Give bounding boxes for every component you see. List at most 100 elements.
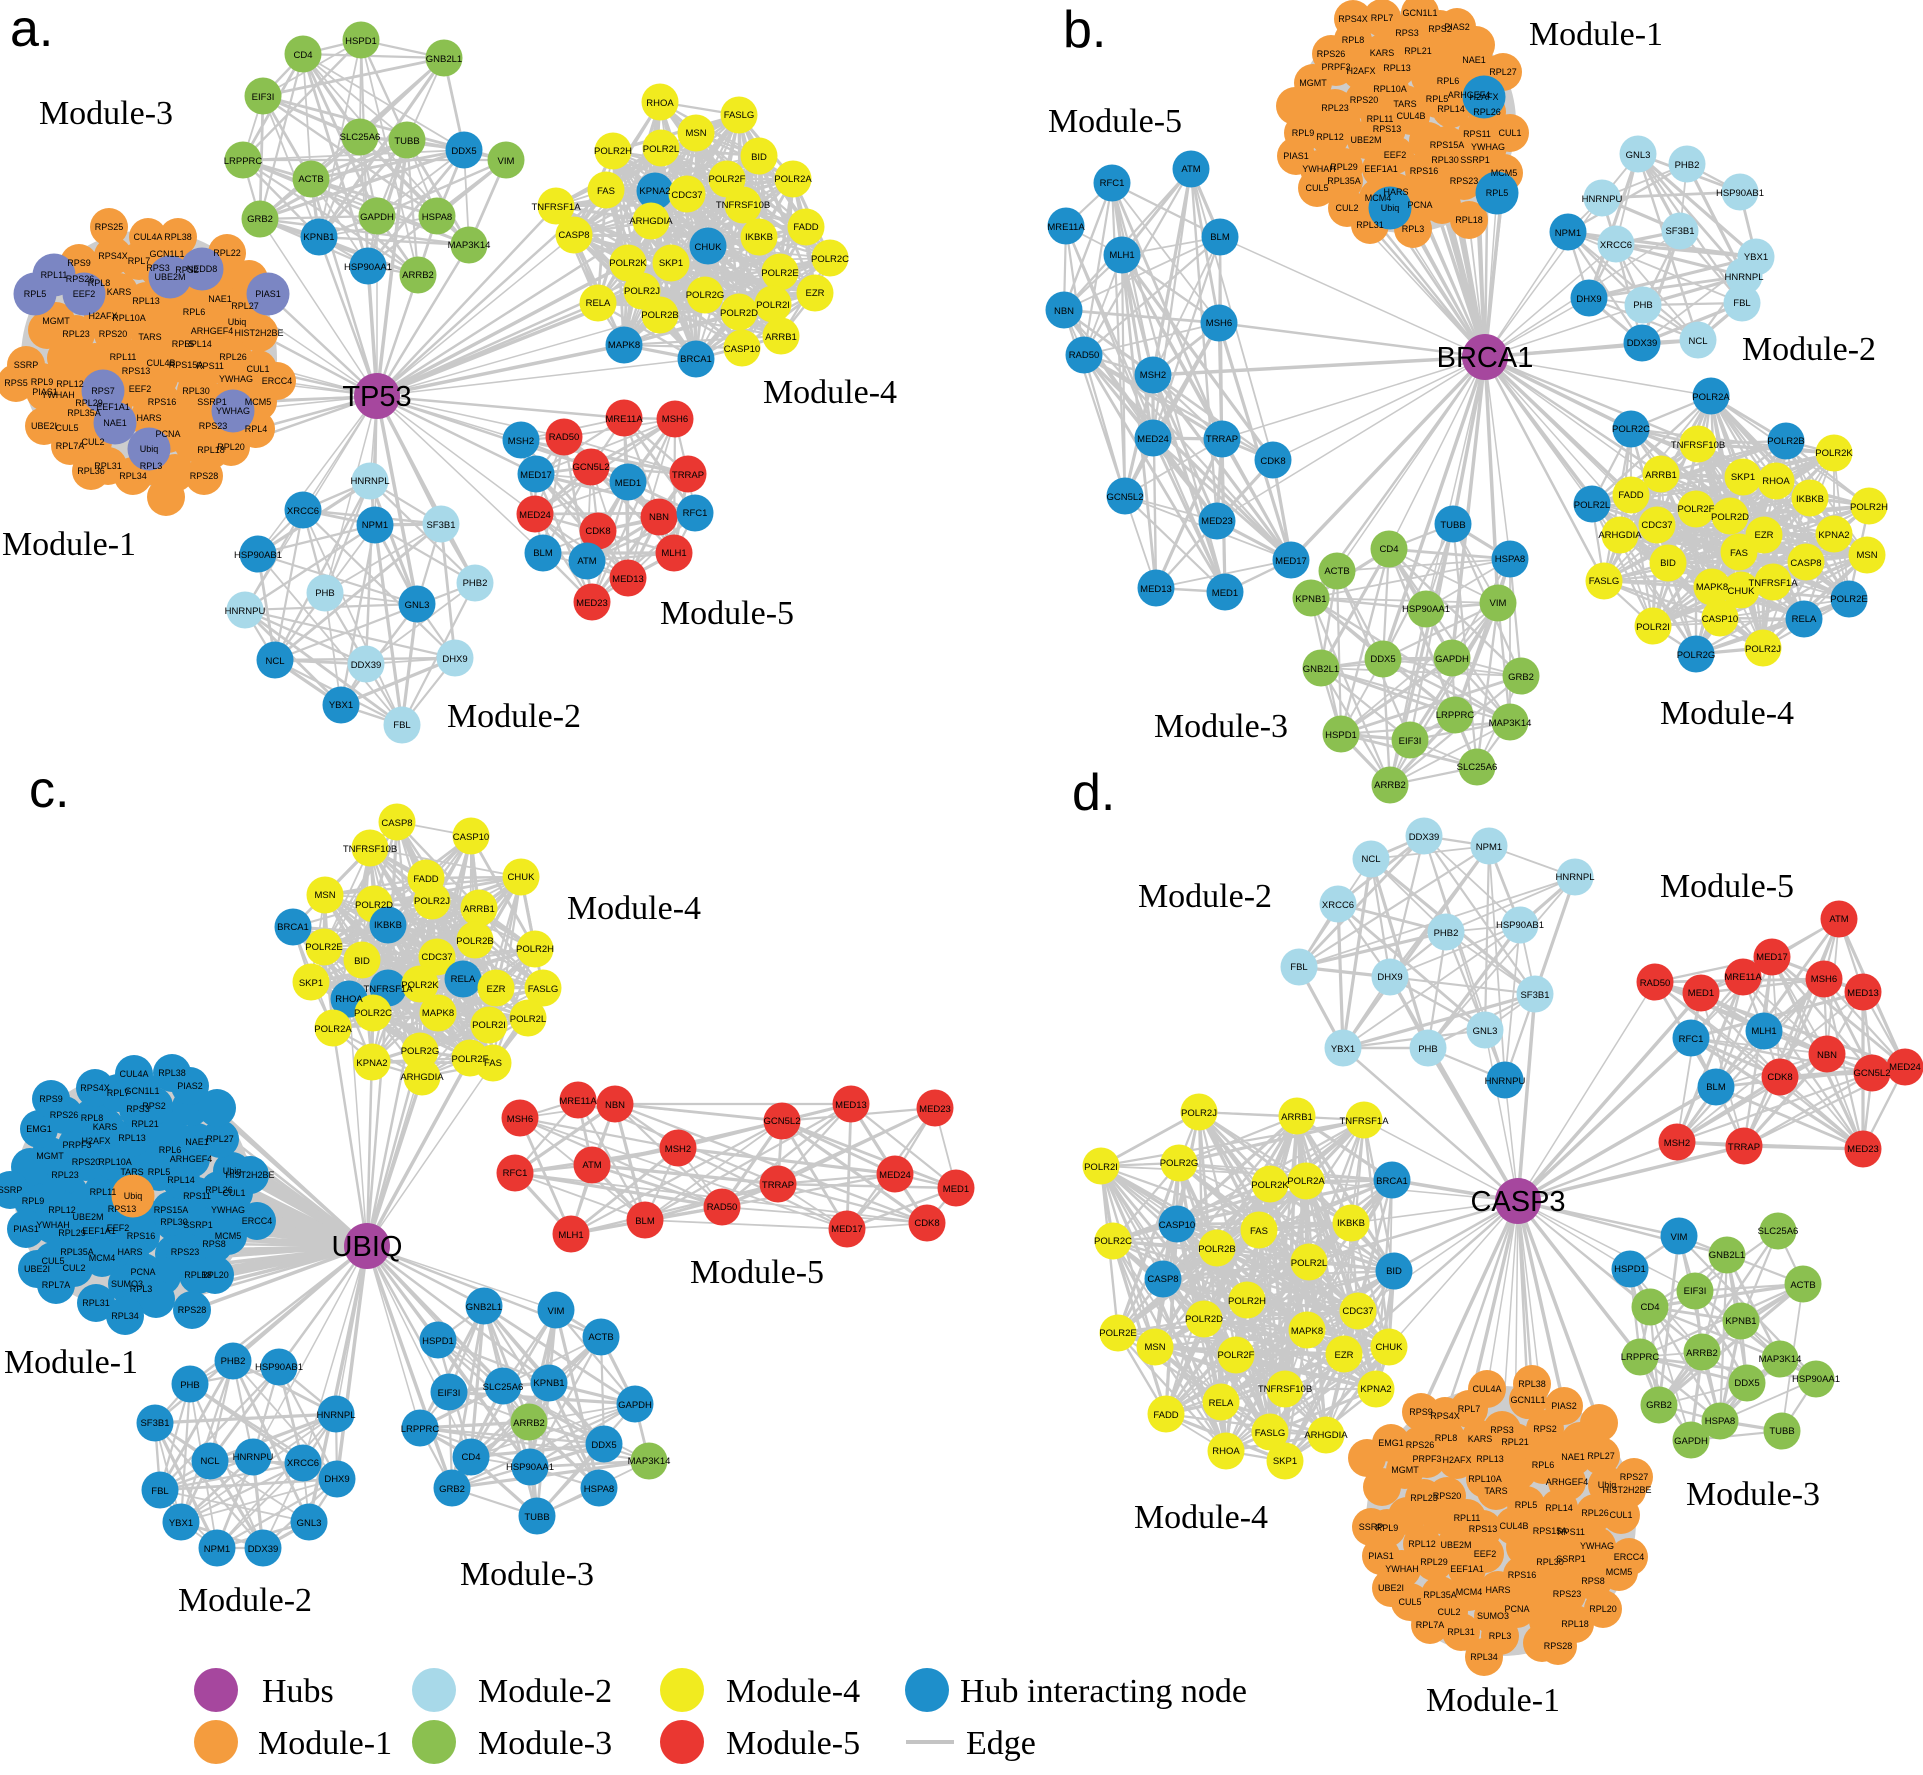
svg-text:POLR2H: POLR2H	[1850, 502, 1888, 513]
svg-text:RPL7: RPL7	[1458, 1404, 1481, 1414]
svg-text:CUL5: CUL5	[1398, 1597, 1421, 1607]
svg-text:ACTB: ACTB	[588, 1332, 613, 1343]
svg-text:RPL4: RPL4	[245, 424, 268, 434]
svg-text:GCN5L2: GCN5L2	[1107, 492, 1144, 503]
svg-text:MED24: MED24	[1137, 434, 1169, 445]
svg-text:TUBB: TUBB	[394, 136, 419, 147]
svg-text:MLH1: MLH1	[558, 1230, 583, 1241]
svg-text:GNL3: GNL3	[405, 600, 430, 611]
svg-text:RPL7A: RPL7A	[1416, 1620, 1445, 1630]
svg-text:IKBKB: IKBKB	[745, 232, 773, 243]
svg-text:RPL10A: RPL10A	[1468, 1474, 1502, 1484]
svg-text:PHB: PHB	[1418, 1044, 1438, 1055]
svg-text:SLC25A6: SLC25A6	[1457, 762, 1498, 773]
svg-text:MGMT: MGMT	[42, 316, 70, 326]
svg-text:HNRNPL: HNRNPL	[1724, 272, 1763, 283]
svg-text:PIAS1: PIAS1	[13, 1224, 39, 1234]
svg-text:RHOA: RHOA	[646, 98, 674, 109]
svg-text:SLC25A6: SLC25A6	[483, 1382, 524, 1393]
svg-text:RPL31: RPL31	[94, 461, 122, 471]
svg-text:EEF2: EEF2	[1474, 1549, 1497, 1559]
svg-text:RPL10A: RPL10A	[112, 313, 146, 323]
svg-text:RPS4X: RPS4X	[98, 251, 128, 261]
svg-text:BRCA1: BRCA1	[1437, 342, 1534, 374]
svg-text:PIAS2: PIAS2	[1551, 1401, 1577, 1411]
svg-text:NAE1: NAE1	[103, 418, 127, 428]
svg-text:EIF3I: EIF3I	[252, 92, 275, 103]
svg-text:POLR2D: POLR2D	[720, 308, 758, 319]
svg-text:CASP10: CASP10	[1159, 1220, 1195, 1231]
svg-text:POLR2K: POLR2K	[1251, 1180, 1289, 1191]
svg-text:MED13: MED13	[612, 574, 644, 585]
svg-text:TARS: TARS	[1484, 1486, 1507, 1496]
svg-text:RPS23: RPS23	[199, 421, 228, 431]
svg-text:Module-2: Module-2	[447, 698, 581, 735]
svg-text:KPNA2: KPNA2	[1818, 530, 1849, 541]
svg-text:Module-5: Module-5	[1048, 103, 1182, 140]
svg-text:YWHAH: YWHAH	[41, 390, 75, 400]
svg-text:MLH1: MLH1	[661, 548, 686, 559]
svg-text:POLR2A: POLR2A	[774, 174, 812, 185]
svg-text:POLR2J: POLR2J	[1745, 644, 1781, 655]
svg-text:POLR2L: POLR2L	[1291, 1258, 1327, 1269]
svg-text:BID: BID	[1386, 1266, 1402, 1277]
svg-text:POLR2F: POLR2F	[709, 174, 746, 185]
svg-text:NCL: NCL	[1688, 336, 1707, 347]
svg-text:EIF3I: EIF3I	[438, 1388, 461, 1399]
svg-text:RPL6: RPL6	[159, 1145, 182, 1155]
svg-text:SSRP1: SSRP1	[1556, 1554, 1586, 1564]
svg-text:RPL5: RPL5	[24, 289, 47, 299]
svg-text:YBX1: YBX1	[1744, 252, 1768, 263]
svg-text:Module-4: Module-4	[763, 374, 897, 411]
svg-text:CUL1: CUL1	[1498, 128, 1521, 138]
svg-text:SSRP: SSRP	[1359, 1522, 1384, 1532]
svg-text:POLR2L: POLR2L	[643, 144, 679, 155]
svg-text:RPL9: RPL9	[22, 1196, 45, 1206]
svg-text:CASP10: CASP10	[453, 832, 489, 843]
svg-text:RPS25: RPS25	[95, 222, 124, 232]
svg-text:RFC1: RFC1	[683, 508, 708, 519]
svg-text:UBE2I: UBE2I	[24, 1264, 50, 1274]
svg-text:POLR2B: POLR2B	[456, 936, 494, 947]
svg-text:HNRNPU: HNRNPU	[1582, 194, 1623, 205]
svg-text:RFC1: RFC1	[1100, 178, 1125, 189]
svg-text:ARRB1: ARRB1	[765, 332, 797, 343]
svg-text:ARRB2: ARRB2	[402, 270, 434, 281]
svg-text:HNRNPU: HNRNPU	[225, 606, 266, 617]
svg-text:MSH6: MSH6	[662, 414, 688, 425]
svg-text:RPL23: RPL23	[51, 1170, 79, 1180]
svg-text:MCM5: MCM5	[215, 1231, 242, 1241]
svg-text:GCN1L1: GCN1L1	[149, 249, 184, 259]
svg-text:RPL8: RPL8	[1435, 1433, 1458, 1443]
svg-text:GRB2: GRB2	[1508, 672, 1534, 683]
svg-text:RPS11: RPS11	[1557, 1527, 1585, 1537]
svg-text:RPS9: RPS9	[39, 1094, 63, 1104]
svg-text:VIM: VIM	[1671, 1232, 1688, 1243]
svg-text:H2AFX: H2AFX	[1346, 66, 1375, 76]
svg-text:RPS26: RPS26	[66, 274, 95, 284]
svg-text:POLR2K: POLR2K	[401, 980, 439, 991]
svg-text:HNRNPL: HNRNPL	[1555, 872, 1594, 883]
svg-text:ERCC4: ERCC4	[262, 376, 293, 386]
svg-text:TARS: TARS	[120, 1167, 143, 1177]
svg-text:GNB2L1: GNB2L1	[1709, 1250, 1745, 1261]
svg-text:VIM: VIM	[548, 1306, 565, 1317]
svg-text:POLR2G: POLR2G	[686, 290, 725, 301]
svg-text:POLR2A: POLR2A	[314, 1024, 352, 1035]
svg-text:BID: BID	[1660, 558, 1676, 569]
svg-text:H2AFX: H2AFX	[1442, 1455, 1471, 1465]
svg-text:RPL6: RPL6	[183, 307, 206, 317]
svg-text:UBE2M: UBE2M	[72, 1212, 103, 1222]
svg-text:EEF1A1: EEF1A1	[1450, 1564, 1484, 1574]
svg-text:POLR2H: POLR2H	[516, 944, 554, 955]
svg-text:MED23: MED23	[1847, 1144, 1879, 1155]
svg-text:POLR2D: POLR2D	[1711, 512, 1749, 523]
svg-text:MED17: MED17	[831, 1224, 863, 1235]
svg-text:CUL1: CUL1	[1609, 1510, 1632, 1520]
svg-text:CASP8: CASP8	[558, 230, 589, 241]
svg-text:SLC25A6: SLC25A6	[1758, 1226, 1799, 1237]
svg-text:POLR2K: POLR2K	[1815, 448, 1853, 459]
svg-text:HSPA8: HSPA8	[1495, 554, 1525, 565]
svg-text:RAD50: RAD50	[707, 1202, 738, 1213]
svg-text:RPL26: RPL26	[219, 352, 247, 362]
